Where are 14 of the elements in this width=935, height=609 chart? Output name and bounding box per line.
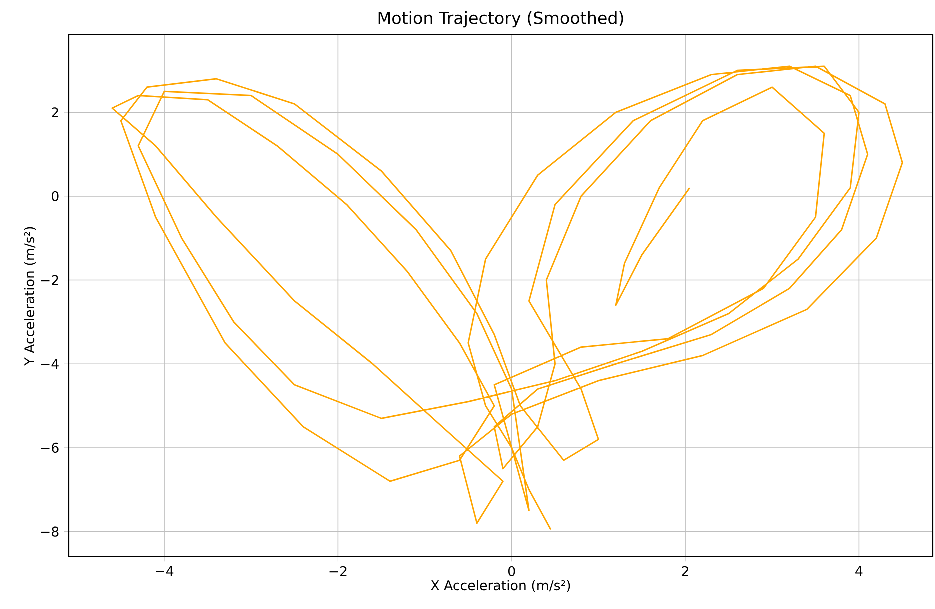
y-tick-label: −8 xyxy=(41,526,59,537)
x-tick-label: −4 xyxy=(156,566,174,576)
x-tick-label: −2 xyxy=(330,566,347,576)
y-tick-label: −6 xyxy=(41,442,59,454)
y-tick-label: −2 xyxy=(41,275,58,286)
chart-title: Motion Trajectory (Smoothed) xyxy=(378,11,624,28)
y-tick-label: 2 xyxy=(52,108,58,118)
y-axis-title: Y Acceleration (m/s²) xyxy=(24,227,36,366)
x-tick-label: 0 xyxy=(508,566,516,576)
x-tick-label: 4 xyxy=(856,566,863,576)
x-axis-title: X Acceleration (m/s²) xyxy=(431,580,570,592)
y-tick-label: −4 xyxy=(41,359,59,369)
y-tick-label: 0 xyxy=(52,191,59,202)
x-tick-label: 2 xyxy=(682,566,688,576)
